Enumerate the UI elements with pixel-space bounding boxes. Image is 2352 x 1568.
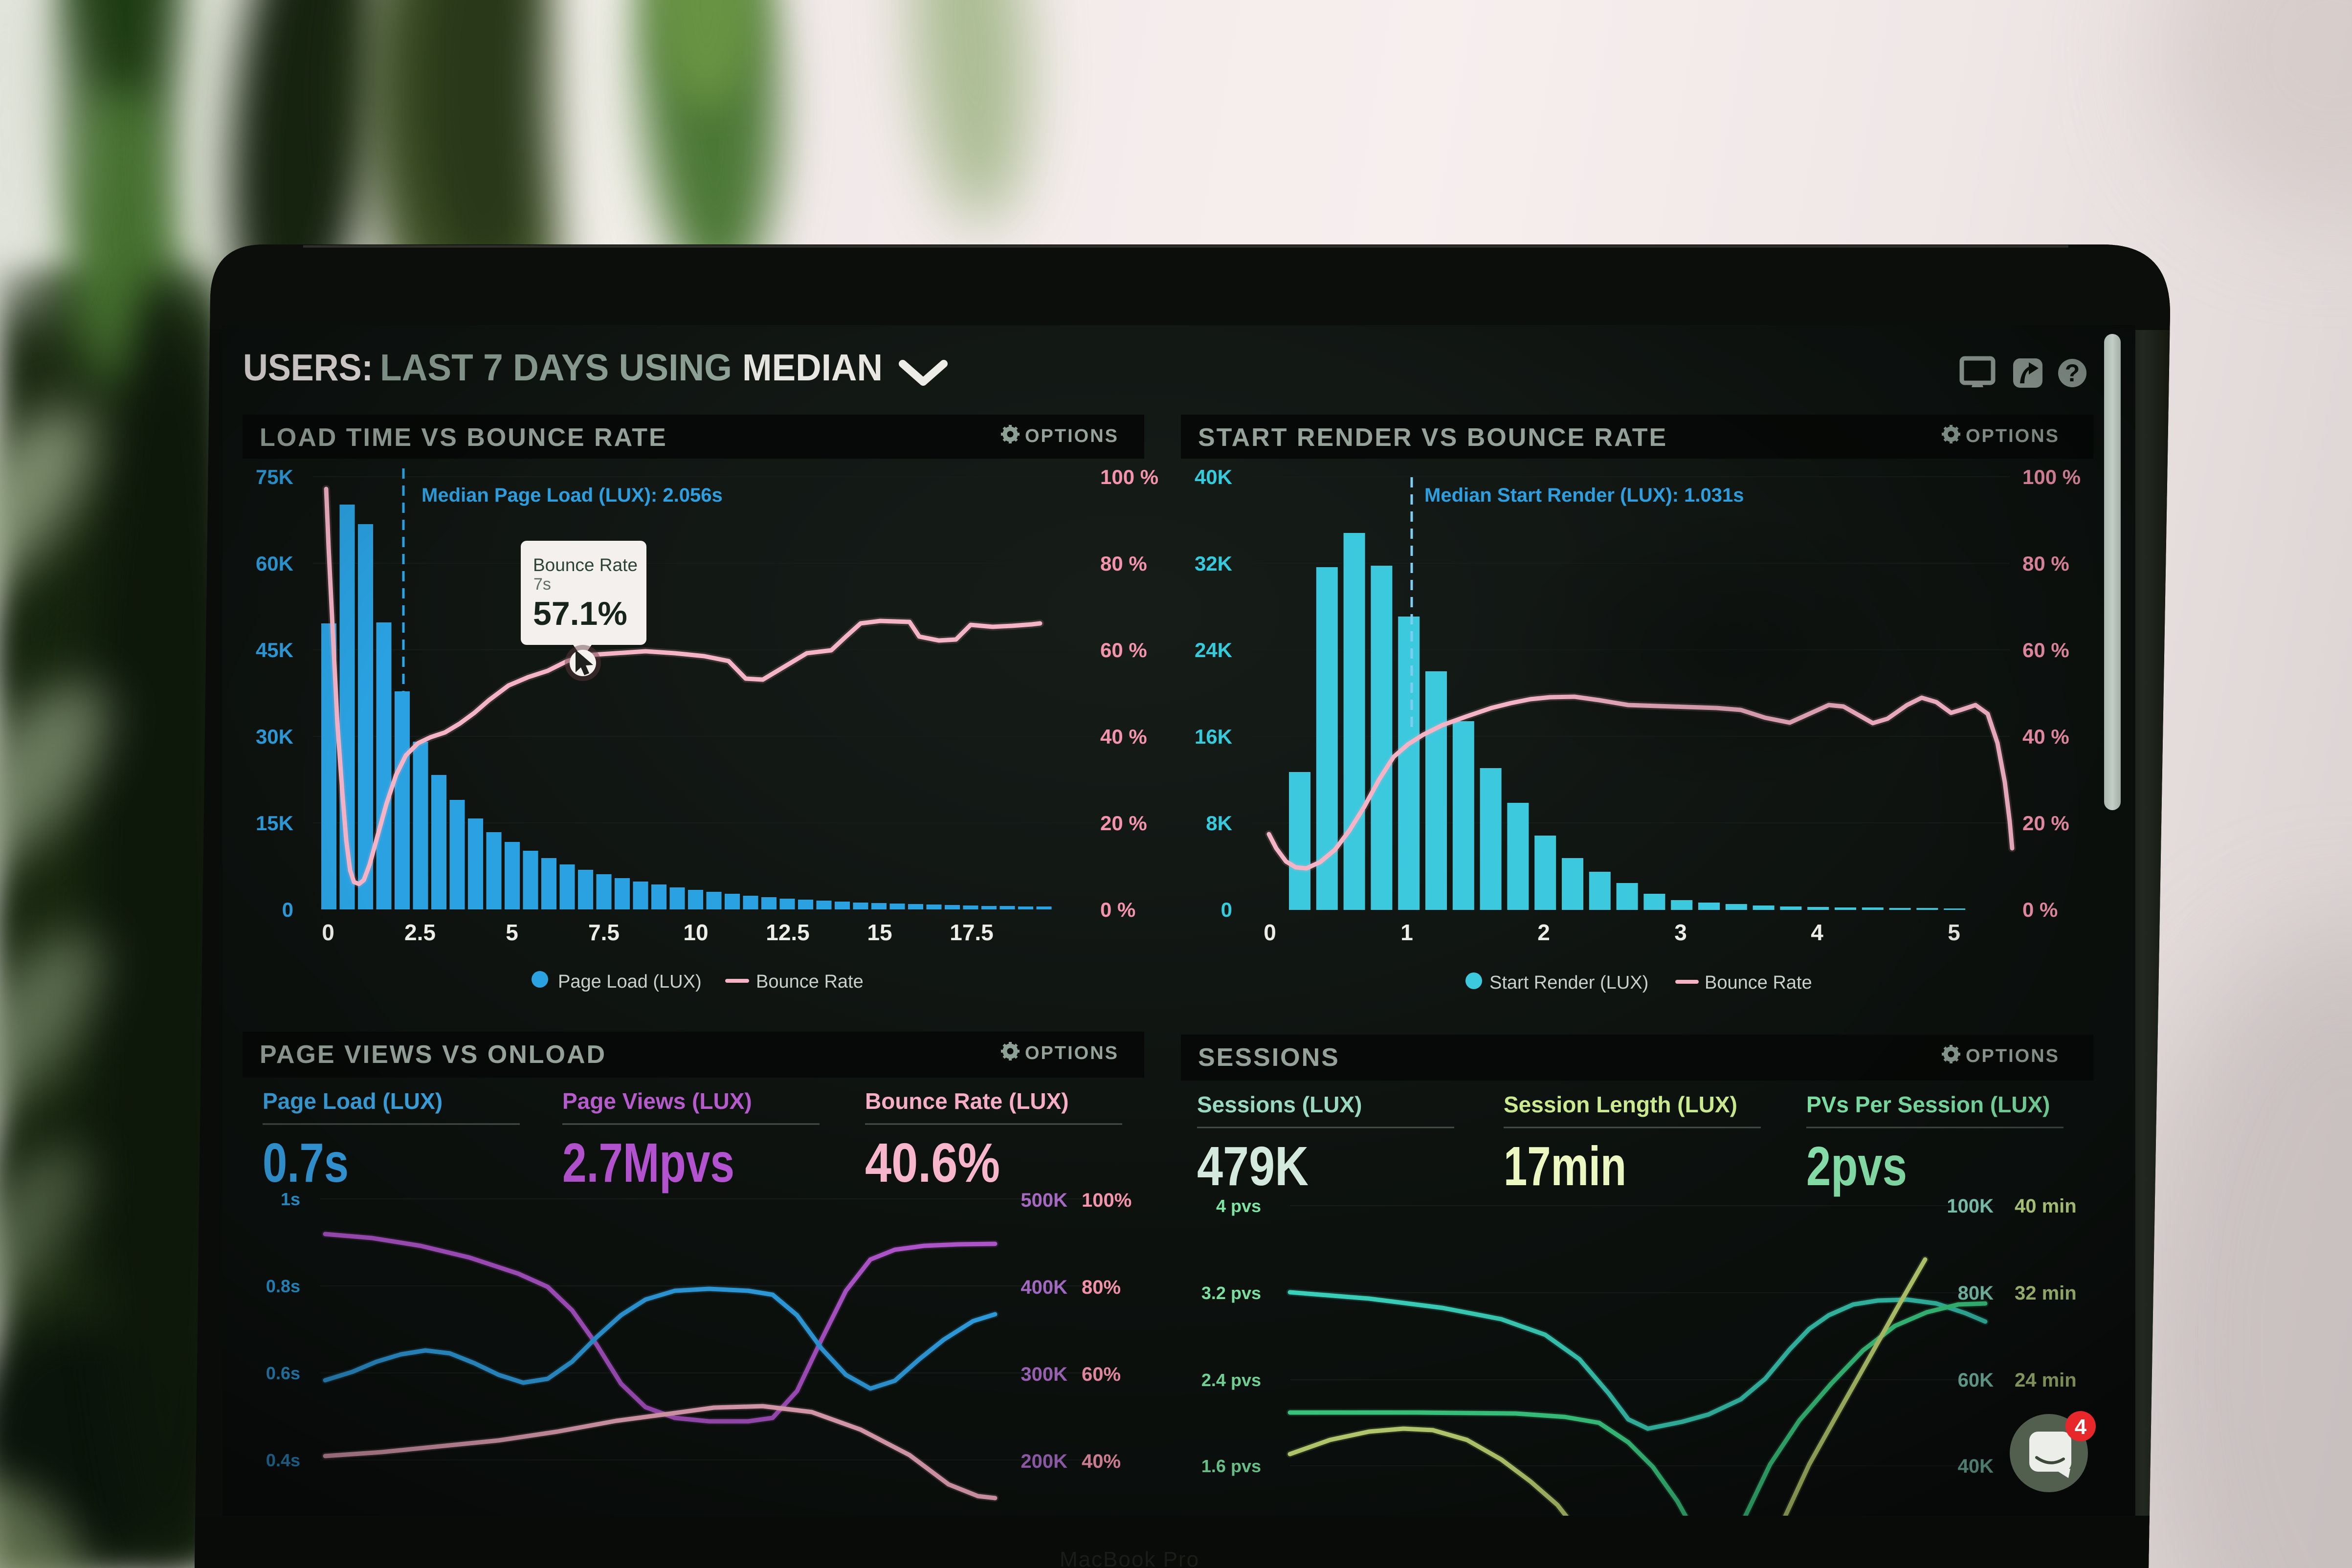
svg-text:4: 4 [2075, 1415, 2087, 1439]
svg-text:MacBook Pro: MacBook Pro [1060, 1547, 1199, 1568]
